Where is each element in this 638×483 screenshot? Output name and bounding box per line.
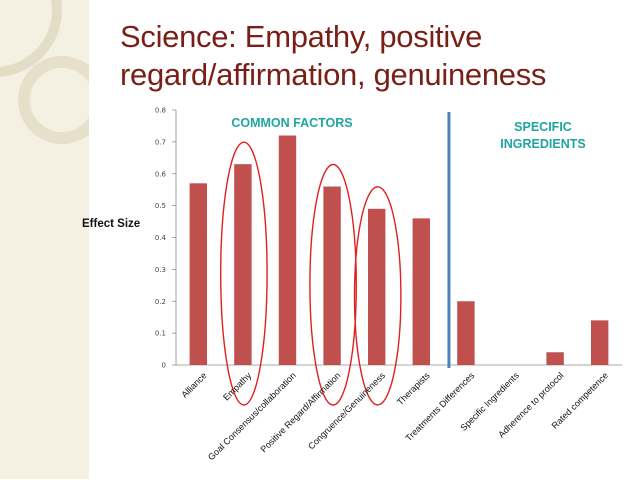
highlight-circle xyxy=(220,141,268,406)
bar-positive-regard-affirmation xyxy=(323,186,341,365)
x-tick-label: Goal Consensus/collaboration xyxy=(206,370,298,462)
bar-congruence-genuineness xyxy=(368,208,386,365)
bar-treatments-differences xyxy=(457,301,475,365)
y-tick-label: 0.5 xyxy=(155,202,166,210)
y-axis-title: Effect Size xyxy=(82,218,140,230)
x-tick-label: Empathy xyxy=(221,370,254,403)
x-tick-label: Therapists xyxy=(395,370,432,407)
bar-adherence-to-protocol xyxy=(546,352,564,365)
y-tick-label: 0 xyxy=(162,362,166,370)
bar-rated-competence xyxy=(591,320,609,365)
x-tick-label: Positive Regard/Affirmation xyxy=(258,370,342,454)
y-tick-label: 0.6 xyxy=(155,170,167,178)
bar-goal-consensus-collaboration xyxy=(278,135,297,365)
y-tick-label: 0.4 xyxy=(155,234,167,242)
bar-empathy xyxy=(234,164,252,365)
x-tick-label: Alliance xyxy=(179,370,208,399)
annotation-specific: SPECIFIC xyxy=(514,120,572,134)
y-tick-label: 0.1 xyxy=(155,330,166,338)
highlight-circle xyxy=(309,163,357,406)
annotation-common-factors: COMMON FACTORS xyxy=(231,116,352,130)
y-tick-label: 0.2 xyxy=(155,298,166,306)
y-tick-label: 0.7 xyxy=(155,138,166,146)
annotation-ingredients: INGREDIENTS xyxy=(500,137,585,151)
y-tick-label: 0.8 xyxy=(155,107,166,115)
bar-therapists xyxy=(412,218,430,365)
decorative-side-band xyxy=(0,0,106,479)
highlight-circle xyxy=(353,186,402,406)
slide-title: Science: Empathy, positive regard/affirm… xyxy=(120,19,547,92)
bar-alliance xyxy=(189,183,207,365)
y-tick-label: 0.3 xyxy=(155,266,166,274)
